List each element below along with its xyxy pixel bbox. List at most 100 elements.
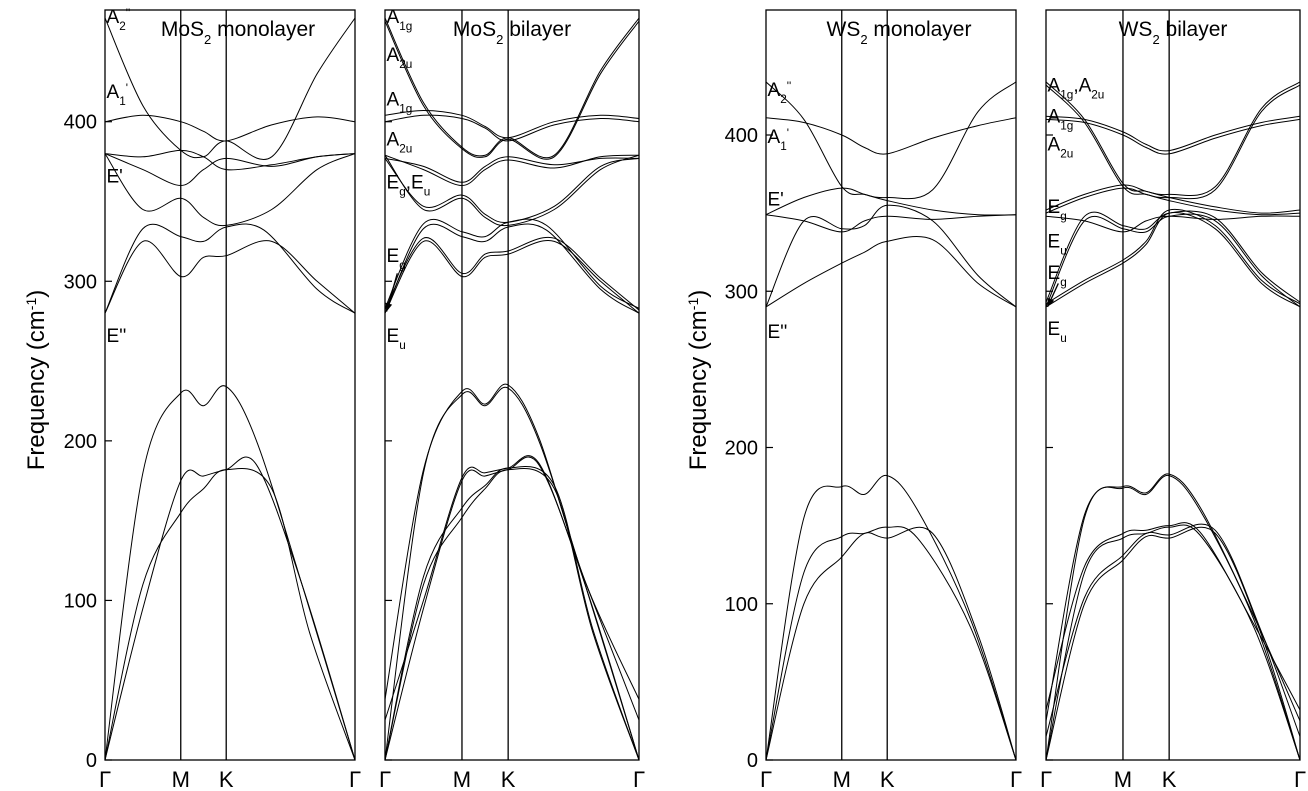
phonon-branch-line bbox=[766, 236, 1016, 308]
phonon-branch-line bbox=[1046, 184, 1300, 214]
phonon-branch-line bbox=[1046, 215, 1300, 233]
phonon-branch-line bbox=[1046, 208, 1300, 305]
y-tick-label: 100 bbox=[725, 594, 758, 616]
phonon-branch-line bbox=[385, 223, 639, 314]
x-tick-label: M bbox=[1114, 767, 1132, 791]
x-tick-label: Γ bbox=[1040, 767, 1052, 791]
arrow-head bbox=[385, 302, 393, 312]
phonon-branch-line bbox=[385, 236, 639, 311]
arrow-head bbox=[1047, 297, 1055, 307]
panel-frame bbox=[765, 9, 1017, 761]
mode-label: A1g bbox=[1048, 107, 1074, 133]
panel-title: MoS2 bilayer bbox=[453, 18, 571, 47]
x-tick-label: K bbox=[1162, 767, 1177, 791]
mode-label: A2'' bbox=[107, 6, 131, 32]
x-tick-label: K bbox=[219, 767, 234, 791]
phonon-branch-line bbox=[766, 81, 1016, 200]
phonon-branch-line bbox=[1046, 118, 1300, 155]
panel-title: WS2 monolayer bbox=[827, 18, 972, 47]
phonon-branch-line bbox=[385, 383, 639, 700]
phonon-branch-line bbox=[105, 456, 355, 760]
x-tick-label: Γ bbox=[1010, 767, 1022, 791]
mode-label: A1g bbox=[387, 90, 413, 116]
mode-label: Eg bbox=[387, 246, 406, 272]
phonon-branch-line bbox=[385, 109, 639, 139]
x-tick-label: Γ bbox=[349, 767, 361, 791]
phonon-branch-line bbox=[385, 156, 639, 183]
phonon-branch-line bbox=[385, 218, 639, 309]
phonon-branch-line bbox=[1046, 212, 1300, 308]
phonon-branch-line bbox=[1046, 475, 1300, 760]
phonon-branch-line bbox=[105, 149, 355, 171]
mode-label: A1g,A2u bbox=[1048, 75, 1105, 101]
panel-2: Γ M K Γ MoS2 bilayer A1g A2u A1g A2u Eg,Eu Eg Eu bbox=[379, 7, 645, 791]
mode-label: A1' bbox=[107, 81, 128, 107]
y-tick-label: 400 bbox=[64, 112, 97, 134]
phonon-branch-line bbox=[105, 17, 355, 160]
phonon-branch-line bbox=[766, 526, 1016, 760]
y-tick-label: 300 bbox=[64, 271, 97, 293]
mode-label: E'' bbox=[768, 322, 788, 343]
phonon-branch-line bbox=[385, 455, 639, 721]
mode-label: Eg bbox=[1048, 197, 1067, 223]
panel-title: MoS2 monolayer bbox=[161, 18, 315, 47]
y-tick-label: 0 bbox=[747, 750, 758, 772]
mode-label: A2u bbox=[387, 45, 413, 70]
phonon-branch-line bbox=[385, 386, 639, 760]
phonon-branch-line bbox=[1046, 210, 1300, 303]
x-tick-label: Γ bbox=[760, 767, 772, 791]
panel-frame bbox=[384, 9, 640, 761]
phonon-branch-line bbox=[1046, 187, 1300, 216]
mode-label: E' bbox=[768, 189, 784, 210]
x-tick-label: Γ bbox=[379, 767, 391, 791]
phonon-branch-line bbox=[105, 114, 355, 142]
panel-frame bbox=[1045, 9, 1301, 761]
y-tick-label: 200 bbox=[64, 431, 97, 453]
x-tick-label: K bbox=[880, 767, 895, 791]
series-group bbox=[1046, 81, 1300, 760]
phonon-branch-line bbox=[1046, 524, 1300, 760]
mode-label: A1' bbox=[768, 126, 789, 152]
phonon-branch-line bbox=[766, 187, 1016, 216]
phonon-branch-line bbox=[385, 114, 639, 142]
phonon-branch-line bbox=[766, 526, 1016, 760]
phonon-branch-line bbox=[385, 468, 639, 760]
mode-label: Eu bbox=[387, 326, 406, 352]
x-tick-label: M bbox=[453, 767, 471, 791]
mode-label: Eg,Eu bbox=[387, 173, 431, 199]
series-group bbox=[105, 17, 355, 760]
x-tick-label: M bbox=[172, 767, 190, 791]
phonon-branch-line bbox=[105, 467, 355, 760]
y-tick-label: 400 bbox=[725, 125, 758, 147]
mode-label: Eu bbox=[1048, 319, 1067, 345]
mode-label: A1g bbox=[387, 7, 413, 33]
phonon-branch-line bbox=[1046, 213, 1300, 308]
phonon-branch-line bbox=[1046, 81, 1300, 197]
phonon-branch-line bbox=[105, 223, 355, 314]
x-tick-label: M bbox=[833, 767, 851, 791]
phonon-branch-line bbox=[385, 157, 639, 223]
y-tick-label: 300 bbox=[725, 281, 758, 303]
phonon-branch-line bbox=[1046, 84, 1300, 200]
phonon-branch-line bbox=[385, 456, 639, 760]
mode-label: A2'' bbox=[768, 79, 792, 105]
panel-frame bbox=[104, 9, 356, 761]
series-group bbox=[766, 81, 1016, 760]
phonon-branch-line bbox=[385, 154, 639, 227]
panel-title: WS2 bilayer bbox=[1119, 18, 1228, 47]
phonon-branch-line bbox=[766, 117, 1016, 155]
series-group bbox=[385, 17, 639, 760]
phonon-branch-line bbox=[385, 17, 639, 159]
phonon-branch-line bbox=[1046, 523, 1300, 737]
y-tick-label: 100 bbox=[64, 590, 97, 612]
phonon-branch-line bbox=[1046, 115, 1300, 152]
x-tick-label: K bbox=[501, 767, 516, 791]
x-tick-label: Γ bbox=[1294, 767, 1306, 791]
y-axis-label-right: Frequency (cm-1) bbox=[685, 290, 712, 471]
y-tick-label: 0 bbox=[86, 750, 97, 772]
phonon-branch-line bbox=[385, 240, 639, 314]
